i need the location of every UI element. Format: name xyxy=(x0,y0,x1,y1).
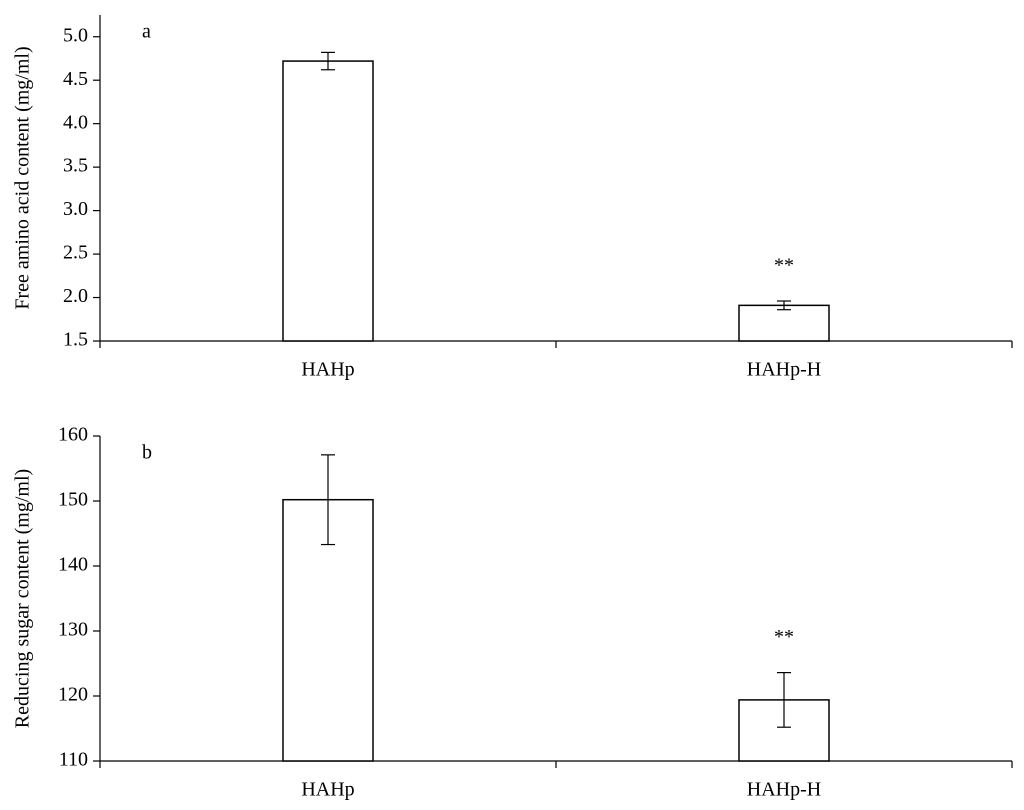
error-bar xyxy=(321,51,335,71)
y-tick-label: 5.0 xyxy=(63,24,88,46)
y-tick-label: 4.0 xyxy=(63,111,88,133)
bar xyxy=(282,60,374,342)
x-tick-label: HAHp-H xyxy=(747,779,821,801)
x-tick-label: HAHp-H xyxy=(747,359,821,381)
y-tick-label: 130 xyxy=(58,619,88,641)
significance-annotation: ** xyxy=(774,255,794,277)
bar xyxy=(738,699,830,762)
y-tick-label: 4.5 xyxy=(63,68,88,90)
significance-annotation: ** xyxy=(774,626,794,648)
error-bar xyxy=(777,671,791,728)
x-tick-label: HAHp xyxy=(301,359,354,381)
y-tick-label: 2.0 xyxy=(63,285,88,307)
y-tick-label: 2.5 xyxy=(63,242,88,264)
y-tick-label: 110 xyxy=(59,749,88,771)
bar xyxy=(738,304,830,342)
y-tick-label: 150 xyxy=(58,489,88,511)
panel-label: a xyxy=(142,21,151,43)
y-tick-label: 1.5 xyxy=(63,329,88,351)
y-axis-label: Free amino acid content (mg/ml) xyxy=(12,46,34,309)
y-tick-label: 140 xyxy=(58,554,88,576)
y-tick-label: 120 xyxy=(58,684,88,706)
y-axis-label: Reducing sugar content (mg/ml) xyxy=(12,469,34,728)
y-tick-label: 3.0 xyxy=(63,198,88,220)
panel-label: b xyxy=(142,442,152,464)
y-tick-label: 160 xyxy=(58,424,88,446)
error-bar xyxy=(321,454,335,546)
x-tick-label: HAHp xyxy=(301,779,354,801)
y-tick-label: 3.5 xyxy=(63,155,88,177)
error-bar xyxy=(777,300,791,311)
